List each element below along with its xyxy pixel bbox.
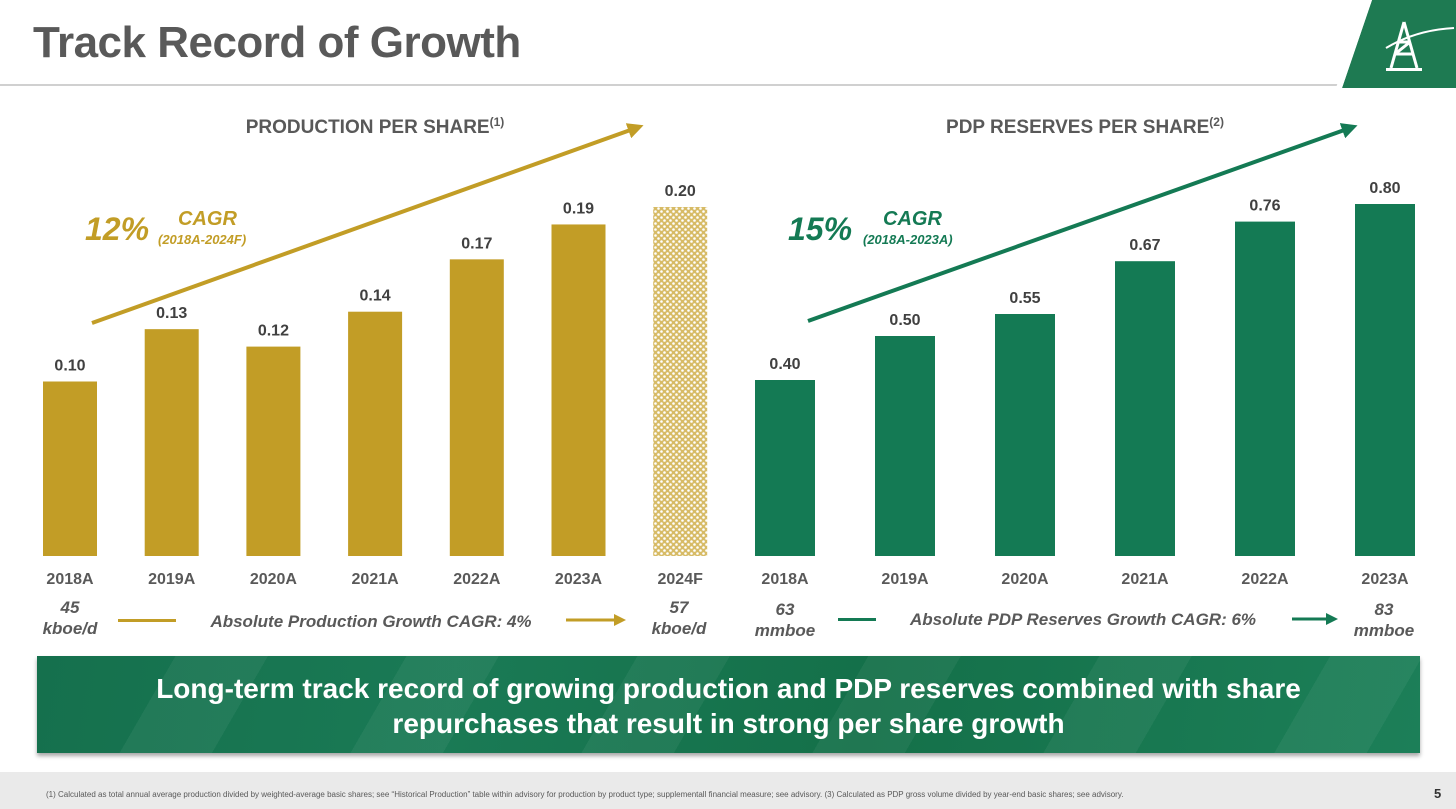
bar-2021A bbox=[348, 311, 403, 556]
production-per-share-chart: PRODUCTION PER SHARE(1) 0.10 2018A 0.13 2019… bbox=[43, 115, 708, 588]
data-label-2022A: 0.76 bbox=[1249, 198, 1280, 215]
bar-2021A bbox=[1115, 261, 1175, 556]
category-label-2018A: 2018A bbox=[761, 571, 809, 588]
bar-2022A bbox=[1235, 221, 1295, 556]
production-growth-line bbox=[118, 619, 176, 622]
bar-charts: PRODUCTION PER SHARE(1) 0.10 2018A 0.13 2019… bbox=[43, 115, 1415, 588]
chart-title-superscript: (2) bbox=[1209, 115, 1224, 129]
chart-title-text: PRODUCTION PER SHARE bbox=[246, 117, 490, 138]
company-logo bbox=[1336, 0, 1456, 88]
data-label-2019A: 0.13 bbox=[156, 305, 187, 322]
data-label-2018A: 0.40 bbox=[769, 356, 800, 373]
data-label-2022A: 0.17 bbox=[461, 235, 492, 252]
production-end-value: 57 kboe/d bbox=[651, 598, 707, 638]
bar-2023A bbox=[1355, 204, 1415, 556]
category-label-2023A: 2023A bbox=[1361, 571, 1409, 588]
data-label-2019A: 0.50 bbox=[889, 312, 920, 329]
category-label-2021A: 2021A bbox=[1121, 571, 1169, 588]
chart-title: PDP RESERVES PER SHARE(2) bbox=[946, 115, 1224, 138]
reserves-growth-line bbox=[838, 618, 876, 621]
reserves-end-value: 83 mmboe bbox=[1353, 600, 1415, 640]
data-label-2020A: 0.55 bbox=[1009, 290, 1040, 307]
bar-2022A bbox=[449, 259, 504, 556]
data-label-2021A: 0.14 bbox=[360, 288, 391, 305]
reserves-start-value: 63 mmboe bbox=[754, 600, 816, 640]
cagr-percent: 12% bbox=[85, 211, 149, 247]
bar-2023A bbox=[551, 224, 606, 556]
category-label-2023A: 2023A bbox=[555, 571, 603, 588]
bar-2018A bbox=[43, 381, 97, 556]
page-number: 5 bbox=[1434, 786, 1442, 801]
cagr-label: CAGR bbox=[178, 208, 237, 230]
data-label-2018A: 0.10 bbox=[54, 358, 85, 375]
bar-2019A bbox=[875, 336, 935, 556]
cagr-label: CAGR bbox=[883, 208, 942, 230]
category-label-2021A: 2021A bbox=[352, 571, 400, 588]
bar-2020A bbox=[995, 314, 1055, 556]
banner-text: Long-term track record of growing produc… bbox=[37, 656, 1420, 741]
cagr-period: (2018A-2024F) bbox=[158, 232, 246, 247]
chart-title: PRODUCTION PER SHARE(1) bbox=[246, 115, 505, 138]
data-label-2021A: 0.67 bbox=[1129, 237, 1160, 254]
trend-arrow bbox=[807, 123, 1358, 323]
footer-bar: (1) Calculated as total annual average p… bbox=[0, 772, 1456, 809]
reserves-growth-label: Absolute PDP Reserves Growth CAGR: 6% bbox=[909, 610, 1257, 629]
data-label-2023A: 0.19 bbox=[563, 200, 594, 217]
pdp-reserves-per-share-chart: PDP RESERVES PER SHARE(2) 0.40 2018A 0.50 20… bbox=[755, 115, 1415, 588]
production-start-value: 45 kboe/d bbox=[42, 598, 98, 638]
cagr-period: (2018A-2023A) bbox=[863, 232, 953, 247]
bar-2020A bbox=[246, 346, 301, 556]
category-label-2024F: 2024F bbox=[658, 571, 704, 588]
page-title: Track Record of Growth bbox=[33, 18, 521, 67]
summary-banner: Long-term track record of growing produc… bbox=[37, 656, 1420, 753]
chart-title-text: PDP RESERVES PER SHARE bbox=[946, 117, 1209, 138]
category-label-2019A: 2019A bbox=[881, 571, 929, 588]
category-label-2018A: 2018A bbox=[46, 571, 94, 588]
category-label-2020A: 2020A bbox=[250, 571, 298, 588]
category-label-2022A: 2022A bbox=[1241, 571, 1289, 588]
category-label-2022A: 2022A bbox=[453, 571, 501, 588]
banner-line-1: Long-term track record of growing produc… bbox=[156, 673, 1301, 704]
data-label-2020A: 0.12 bbox=[258, 323, 289, 340]
data-label-2024F: 0.20 bbox=[665, 183, 696, 200]
bar-2018A bbox=[755, 380, 815, 556]
bar-2024F bbox=[653, 207, 708, 556]
production-growth-arrow bbox=[566, 614, 626, 626]
trend-arrow bbox=[91, 123, 644, 325]
footnote: (1) Calculated as total annual average p… bbox=[46, 790, 1124, 799]
category-label-2019A: 2019A bbox=[148, 571, 196, 588]
title-divider bbox=[0, 84, 1340, 86]
bar-2019A bbox=[144, 329, 199, 556]
cagr-percent: 15% bbox=[788, 211, 852, 247]
category-label-2020A: 2020A bbox=[1001, 571, 1049, 588]
production-growth-label: Absolute Production Growth CAGR: 4% bbox=[210, 612, 532, 631]
banner-pattern bbox=[37, 656, 1420, 753]
banner-line-2: repurchases that result in strong per sh… bbox=[392, 708, 1065, 739]
data-label-2023A: 0.80 bbox=[1369, 180, 1400, 197]
chart-title-superscript: (1) bbox=[490, 115, 505, 129]
reserves-growth-arrow bbox=[1292, 613, 1338, 625]
